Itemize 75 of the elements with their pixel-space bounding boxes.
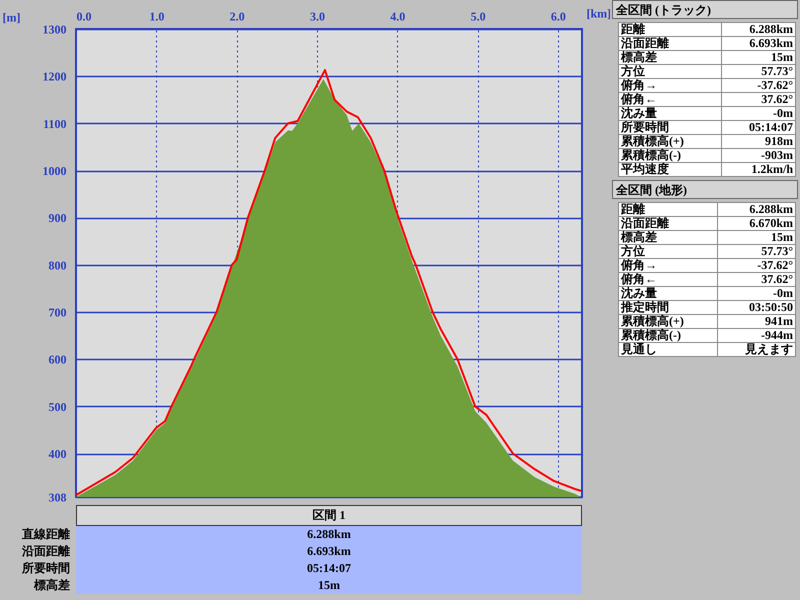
text: 俯角← xyxy=(618,272,718,286)
text: 推定時間 xyxy=(618,300,718,314)
text: 沈み量 xyxy=(618,286,718,300)
text: 941m xyxy=(718,314,796,328)
text: 直線距離 xyxy=(21,526,71,543)
x-tick-label: 3.0 xyxy=(310,10,325,24)
text: -0m xyxy=(721,106,796,120)
text: 沈み量 xyxy=(618,106,722,120)
y-tick-label: 1300 xyxy=(42,22,66,36)
y-tick-label: 400 xyxy=(48,447,66,462)
y-tick-label: 1000 xyxy=(42,164,66,178)
y-tick-label: 800 xyxy=(48,258,66,272)
text: 累積標高(+) xyxy=(618,314,718,328)
text: 6.693km xyxy=(76,543,582,560)
text: 累積標高(-) xyxy=(618,328,718,342)
text: -944m xyxy=(718,328,796,342)
y-axis-title: [m] xyxy=(2,10,20,24)
text: 6.288km xyxy=(76,526,582,543)
text: 6.288km xyxy=(718,202,796,216)
text: 見えます xyxy=(718,342,796,356)
text: 沿面距離 xyxy=(618,36,722,50)
text: -37.62° xyxy=(718,258,796,272)
text: 累積標高(-) xyxy=(618,148,722,162)
text: 標高差 xyxy=(618,230,718,244)
text: 03:50:50 xyxy=(718,300,796,314)
text: 標高差 xyxy=(618,50,722,64)
text: 全区間 (トラック) xyxy=(612,0,798,19)
text: -0m xyxy=(718,286,796,300)
text: 05:14:07 xyxy=(721,120,796,134)
x-tick-label: 1.0 xyxy=(149,10,164,24)
y-tick-label: 308 xyxy=(48,490,66,504)
text: 918m xyxy=(721,134,796,148)
text: 全区間 (地形) xyxy=(612,180,798,199)
text: 平均速度 xyxy=(618,162,722,176)
y-tick-label: 600 xyxy=(48,352,66,367)
text: 1.2km/h xyxy=(721,162,796,176)
text: 俯角→ xyxy=(618,258,718,272)
text: -37.62° xyxy=(721,78,796,92)
text: 俯角→ xyxy=(618,78,722,92)
text: 標高差 xyxy=(32,577,71,594)
x-axis-title: [km] xyxy=(586,6,612,20)
text: 57.73° xyxy=(721,64,796,78)
text: 6.288km xyxy=(721,22,796,36)
text: 所要時間 xyxy=(21,560,71,577)
x-tick-label: 6.0 xyxy=(550,10,566,24)
text: 57.73° xyxy=(718,244,796,258)
x-tick-label: 4.0 xyxy=(390,10,406,24)
y-tick-label: 1100 xyxy=(43,116,66,131)
text: 俯角← xyxy=(618,92,722,106)
text: -903m xyxy=(721,148,796,162)
text: 6.670km xyxy=(718,216,796,230)
text: 方位 xyxy=(618,64,722,78)
y-tick-label: 500 xyxy=(48,400,66,414)
y-tick-label: 1200 xyxy=(42,70,66,84)
y-tick-label: 900 xyxy=(48,211,66,226)
x-tick-label: 2.0 xyxy=(230,10,245,24)
y-tick-label: 700 xyxy=(48,306,66,320)
text: 所要時間 xyxy=(618,120,722,134)
x-tick-label: 0.0 xyxy=(76,10,92,24)
text: 区間 1 xyxy=(76,505,582,526)
text: 距離 xyxy=(618,202,718,216)
text: 方位 xyxy=(618,244,718,258)
text: 累積標高(+) xyxy=(618,134,722,148)
text: 37.62° xyxy=(721,92,796,106)
text: 見通し xyxy=(618,342,718,356)
text: 15m xyxy=(76,577,582,594)
text: 距離 xyxy=(618,22,722,36)
text: 6.693km xyxy=(721,36,796,50)
x-tick-label: 5.0 xyxy=(470,10,486,24)
text: 沿面距離 xyxy=(21,543,71,560)
text: 沿面距離 xyxy=(618,216,718,230)
text: 37.62° xyxy=(718,272,796,286)
text: 05:14:07 xyxy=(76,560,582,577)
text: 15m xyxy=(718,230,796,244)
text: 15m xyxy=(721,50,796,64)
